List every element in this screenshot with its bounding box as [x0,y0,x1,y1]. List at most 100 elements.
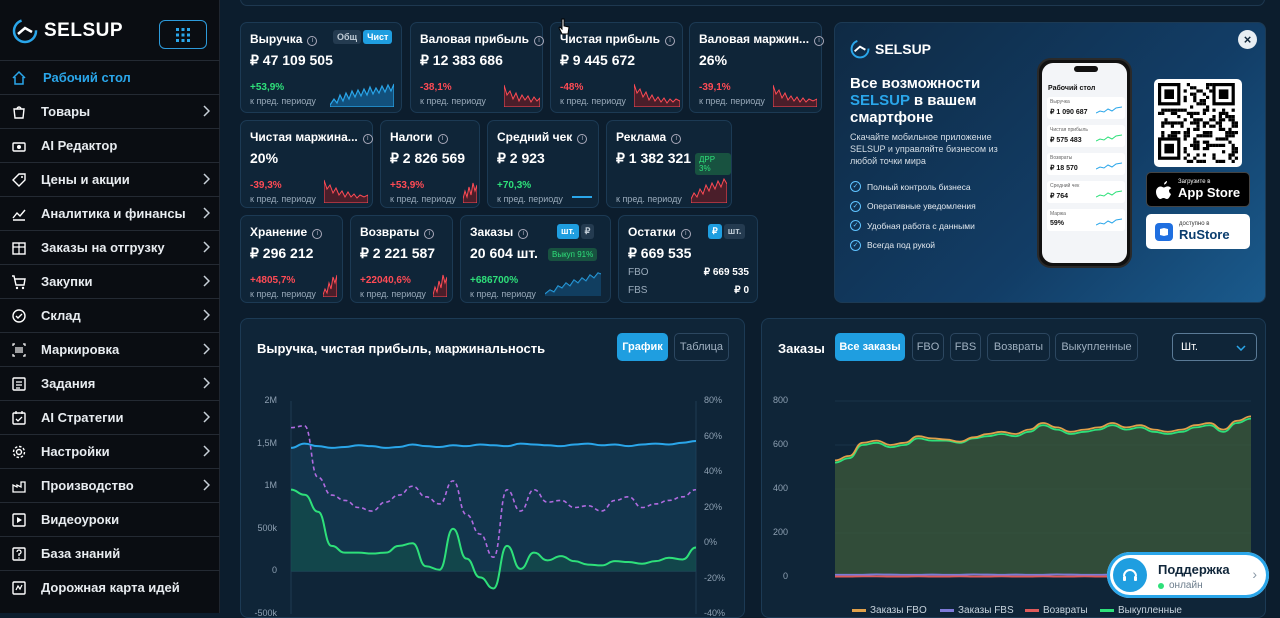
toggle-rub[interactable]: ₽ [581,224,595,239]
qr-module [1235,150,1238,153]
sidebar-item[interactable]: Аналитика и финансы [0,196,220,230]
toggle-total[interactable]: Общ [333,30,361,44]
qr-module [1209,134,1212,137]
info-icon[interactable]: i [814,36,824,46]
toggle-pcs[interactable]: шт. [724,224,746,239]
qr-module [1235,125,1238,128]
qr-module [1180,109,1183,112]
qr-module [1228,115,1231,118]
sidebar-item[interactable]: Цены и акции [0,162,220,196]
kpi-value: ₽ 47 109 505 [250,52,333,69]
close-icon[interactable]: × [1238,30,1257,49]
info-icon[interactable]: i [438,134,448,144]
qr-module [1190,121,1193,124]
info-icon[interactable]: i [681,229,691,239]
legend-item[interactable]: Возвраты [1025,605,1088,616]
qr-module [1232,121,1235,124]
info-icon[interactable]: i [307,36,317,46]
promo-feature: ✓Полный контроль бизнеса [850,177,976,197]
kpi-value: ₽ 669 535 [628,245,691,262]
sidebar-item[interactable]: AI Редактор [0,128,220,162]
kpi-title: Чистая маржина... [250,130,358,144]
kpi-net-margin-card[interactable]: Чистая маржина...i 20% -39,3% к пред. пе… [240,120,373,208]
sidebar-item[interactable]: Закупки [0,264,220,298]
sidebar-item[interactable]: Маркировка [0,332,220,366]
selsup-logo-icon [12,18,38,44]
sidebar-item[interactable]: Заказы на отгрузку [0,230,220,264]
info-icon[interactable]: i [665,36,675,46]
info-icon[interactable]: i [363,134,373,144]
info-icon[interactable]: i [534,36,544,46]
phone-row-value: ₽ 764 [1050,192,1068,200]
info-icon[interactable]: i [424,229,434,239]
info-icon[interactable]: i [518,229,528,239]
factory-icon-glyph [11,478,27,494]
legend-item[interactable]: Заказы FBO [852,605,927,616]
qr-module [1219,121,1222,124]
sidebar-item[interactable]: AI Стратегии [0,400,220,434]
qr-module [1206,83,1209,86]
sidebar-item[interactable]: Рабочий стол [0,60,220,94]
legend-item[interactable]: Выкупленные [1100,605,1182,616]
sidebar-item-label: Товары [41,104,90,119]
qr-module [1232,125,1235,128]
toggle-net[interactable]: Чист [363,30,392,44]
kpi-value: 20 604 шт. [470,245,538,261]
sidebar-item-label: AI Редактор [41,138,117,153]
support-widget[interactable]: Поддержка онлайн › [1107,552,1269,598]
info-icon[interactable]: i [671,134,681,144]
kpi-delta: +4805,7% [250,275,295,286]
qr-module [1184,118,1187,121]
chevron-right-icon: › [1252,566,1257,582]
sparkline [330,81,394,107]
sidebar-item[interactable]: Производство [0,468,220,502]
sidebar-item[interactable]: Видеоуроки [0,502,220,536]
legend-item[interactable]: Заказы FBS [940,605,1014,616]
qr-module [1235,147,1238,150]
kpi-value: ₽ 12 383 686 [420,52,503,69]
sidebar-item[interactable]: Дорожная карта идей [0,570,220,604]
kpi-gross-margin-card[interactable]: Валовая маржин...i 26% -39,1% к пред. пе… [689,22,822,113]
selsup-logo[interactable]: SELSUP [12,18,123,44]
qr-module [1206,141,1209,144]
qr-module [1158,112,1161,115]
revenue-chart-svg[interactable] [241,319,745,618]
sidebar-item[interactable]: Задания [0,366,220,400]
info-icon[interactable]: i [312,229,322,239]
qr-module [1187,160,1190,163]
qr-module [1196,147,1199,150]
barcode-icon-glyph [11,342,27,358]
qr-module [1193,86,1196,89]
sidebar-item[interactable]: Склад [0,298,220,332]
chart-line-icon [10,205,27,222]
sidebar-item-label: Склад [41,308,81,323]
phone-row-sparkline [1096,105,1122,115]
sidebar-item[interactable]: Товары [0,94,220,128]
sidebar-item[interactable]: Настройки [0,434,220,468]
qr-module [1184,109,1187,112]
qr-module [1168,134,1171,137]
toggle-pcs[interactable]: шт. [557,224,579,239]
toggle-rub[interactable]: ₽ [708,224,722,239]
apps-grid-button[interactable] [159,20,207,49]
qr-module [1225,134,1228,137]
sidebar-item[interactable]: База знаний [0,536,220,570]
qr-module [1232,131,1235,134]
qr-module [1203,153,1206,156]
kpi-title: Остатки [628,225,676,239]
qr-module [1225,131,1228,134]
info-icon[interactable]: i [577,134,587,144]
qr-module [1225,137,1228,140]
